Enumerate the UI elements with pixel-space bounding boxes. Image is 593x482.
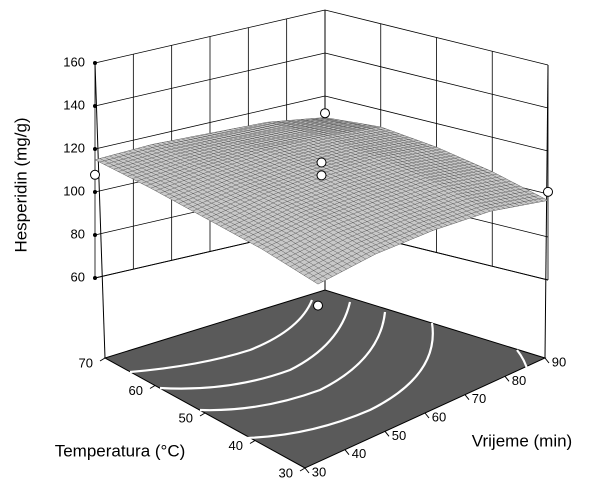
y-tick [544, 357, 550, 364]
z-tick-label: 160 [63, 54, 85, 69]
mesh-line [118, 121, 349, 172]
x-tick [249, 440, 256, 444]
data-point [316, 157, 327, 168]
surface-mesh [94, 117, 549, 285]
y-tick [384, 431, 390, 437]
z-axis-label: Hesperidin (mg/g) [11, 117, 30, 252]
mesh-line [108, 119, 339, 168]
z-tick-label: 140 [63, 97, 85, 112]
x-tick-label: 50 [179, 410, 193, 425]
mesh-line [113, 120, 344, 170]
mesh-line [315, 118, 539, 203]
mesh-line [122, 122, 353, 175]
mesh-line [286, 120, 510, 208]
floor-contours [129, 299, 530, 440]
x-tick-label: 40 [229, 438, 243, 453]
y-tick [504, 376, 510, 382]
x-axis-label: Temperatura (°C) [55, 441, 186, 460]
data-point [320, 108, 330, 119]
mesh-line [305, 118, 529, 205]
mesh-line [94, 117, 326, 160]
box-edge [94, 62, 106, 359]
y-tick-label: 40 [352, 446, 366, 461]
x-tick-label: 70 [79, 355, 93, 370]
x-tick-label: 60 [129, 383, 143, 398]
contour-line [516, 349, 530, 373]
box-edge [544, 64, 549, 359]
data-point [316, 170, 327, 181]
z-tick-label: 100 [63, 183, 85, 198]
x-tick [199, 412, 206, 417]
y-tick [304, 467, 310, 474]
z-tick-label: 120 [63, 140, 85, 155]
y-tick-label: 90 [552, 354, 566, 369]
x-tick [149, 385, 156, 389]
mesh-line [300, 119, 525, 206]
z-tick-label: 60 [71, 269, 85, 284]
data-point [90, 169, 100, 180]
y-tick-label: 30 [312, 464, 326, 479]
x-tick-label: 30 [279, 465, 293, 480]
y-tick-label: 70 [472, 391, 486, 406]
y-tick [424, 412, 430, 419]
mesh-line [310, 118, 534, 204]
y-tick-label: 80 [512, 373, 526, 388]
labels: Hesperidin (mg/g) Temperatura (°C) Vrije… [11, 117, 572, 460]
y-axis-label: Vrijeme (min) [472, 431, 572, 450]
x-tick [299, 467, 306, 472]
mesh-line [324, 117, 549, 201]
mesh-line [320, 117, 544, 202]
y-tick-label: 50 [392, 428, 406, 443]
z-tick-label: 80 [71, 226, 85, 241]
contour-line [199, 311, 387, 412]
mesh-line [127, 122, 358, 177]
points [90, 108, 553, 311]
y-tick [344, 449, 350, 455]
contour-line [244, 322, 434, 440]
data-point [313, 300, 323, 311]
data-point [543, 186, 553, 197]
contour-line [159, 301, 352, 390]
mesh-line [104, 118, 335, 165]
y-tick-label: 60 [432, 409, 446, 424]
y-tick [464, 394, 470, 400]
mesh-line [296, 119, 520, 206]
mesh-line [291, 120, 515, 207]
mesh-line [99, 118, 330, 163]
x-tick [99, 357, 106, 362]
contour-line [129, 299, 314, 374]
